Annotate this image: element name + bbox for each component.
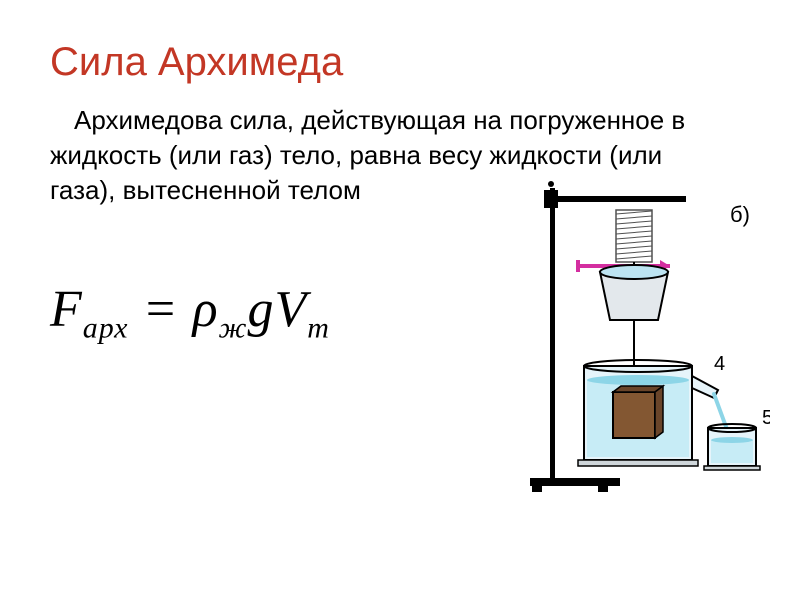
svg-text:5: 5: [762, 407, 770, 429]
archimedes-formula: Fарх = ρжgVт: [50, 280, 330, 345]
svg-text:б): б): [730, 202, 750, 227]
diagram-container: б)45: [330, 256, 750, 496]
formula-V: V: [274, 281, 307, 338]
formula-rho: ρ: [193, 281, 219, 338]
page-title: Сила Архимеда: [50, 40, 750, 85]
formula-F-sub: арх: [83, 312, 129, 345]
experiment-diagram: б) 4 5: [520, 176, 770, 496]
slide: Сила Архимеда Архимедова сила, действующ…: [0, 0, 800, 600]
formula-g: g: [247, 281, 274, 338]
formula-rho-sub: ж: [219, 312, 248, 345]
formula-F: F: [50, 281, 83, 338]
formula-V-sub: т: [307, 312, 330, 345]
content-row: Fарх = ρжgVт б)45: [50, 256, 750, 496]
formula-eq: =: [128, 281, 192, 338]
svg-text:4: 4: [714, 353, 725, 375]
